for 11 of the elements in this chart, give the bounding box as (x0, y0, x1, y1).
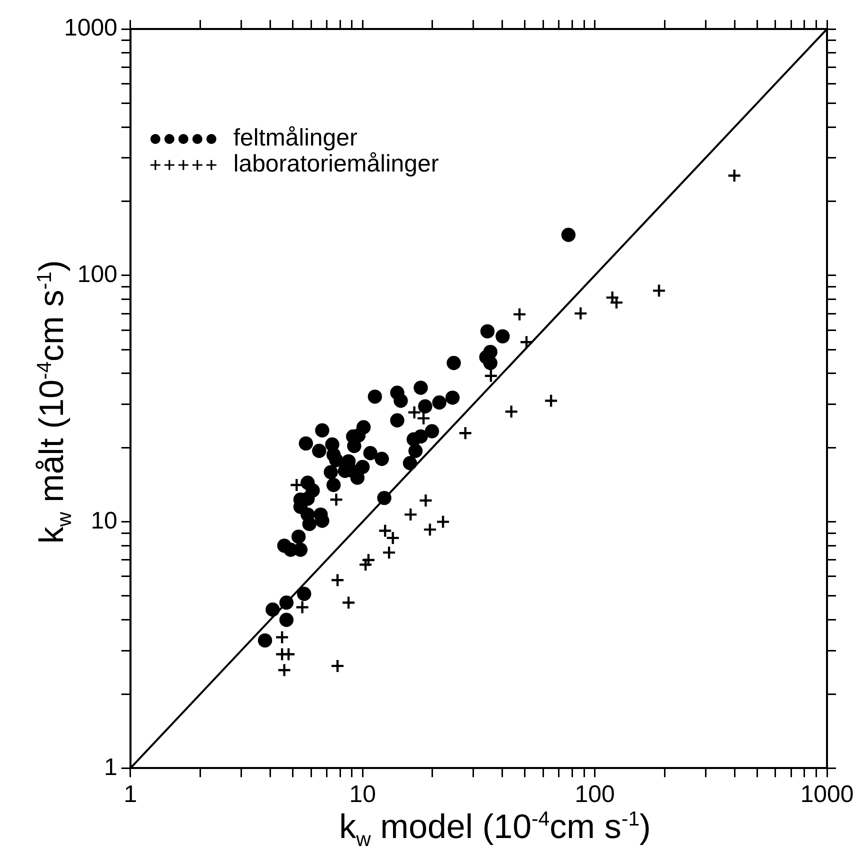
y-tick-label: 100 (77, 261, 118, 288)
x-tick-label: 1000 (800, 781, 854, 808)
y-tick-label: 10 (90, 507, 118, 534)
x-tick-label: 10 (349, 781, 376, 808)
legend-label: feltmålinger (233, 124, 358, 152)
legend-label: laboratoriemålinger (233, 150, 439, 178)
x-tick-label: 1 (124, 781, 138, 808)
x-tick-label: 100 (574, 781, 615, 808)
y-tick-label: 1000 (64, 14, 118, 42)
y-tick-label: 1 (104, 754, 118, 781)
x-axis-title: k$_{w}$ model (10$^{-4}$cm s$^{-1}$) (338, 808, 652, 852)
